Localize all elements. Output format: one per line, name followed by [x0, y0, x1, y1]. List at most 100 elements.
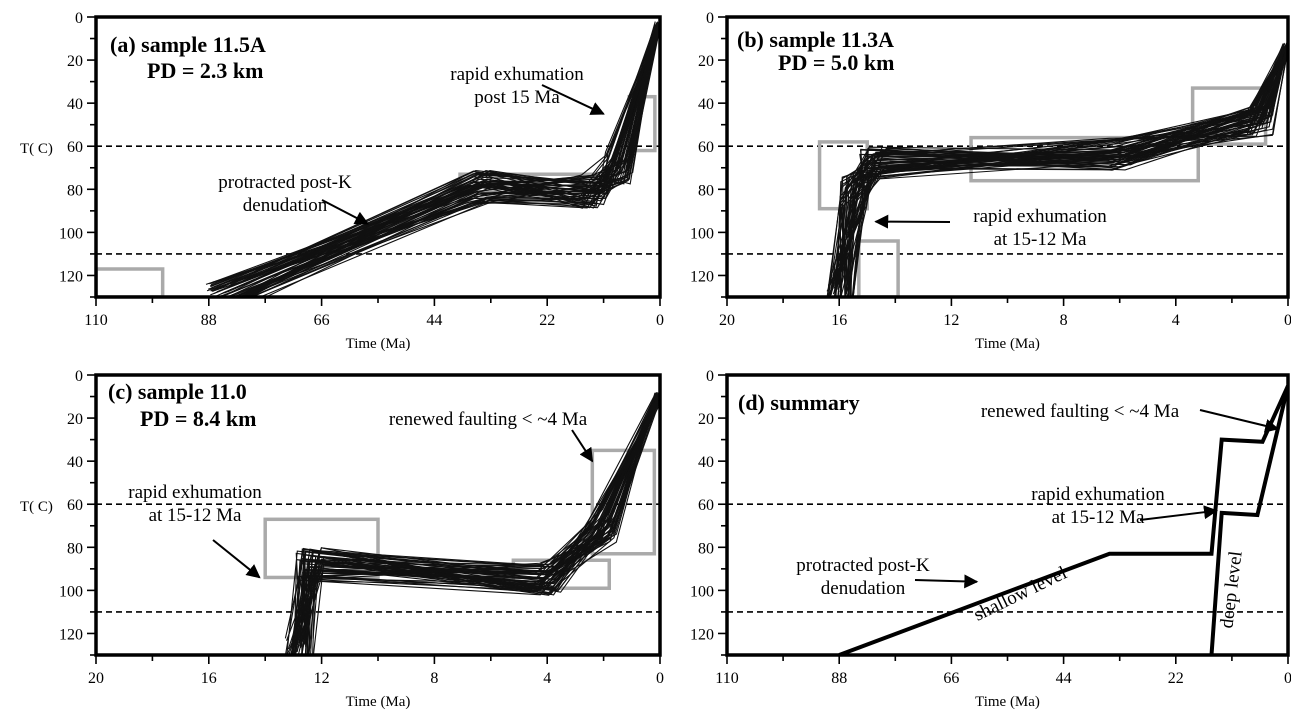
tt-path [829, 56, 1287, 295]
tt-path [216, 33, 658, 282]
tt-path [214, 26, 655, 297]
x-tick-label: 22 [1168, 670, 1184, 687]
tt-path [220, 24, 659, 283]
x-tick-label: 16 [831, 312, 847, 329]
annotation: rapid exhumation at 15-12 Ma [973, 206, 1107, 250]
tt-path [227, 27, 658, 293]
tt-path [213, 21, 659, 295]
tt-path [209, 23, 660, 285]
tt-path [214, 32, 657, 291]
x-tick-label: 0 [1284, 670, 1291, 687]
tt-path [207, 26, 659, 290]
tt-path [216, 24, 656, 287]
tt-path [291, 401, 660, 655]
annotation-arrow [571, 429, 594, 463]
tt-path [238, 27, 656, 297]
x-tick-label: 4 [543, 670, 551, 687]
x-tick-label: 12 [943, 312, 959, 329]
annotation: rapid exhumation at 15-12 Ma [128, 482, 262, 526]
y-tick-label: 80 [67, 182, 83, 199]
tt-path [210, 33, 659, 286]
panel-d: shallow level deep level 0 20 40 60 80 100 120 11… [690, 368, 1291, 710]
tt-path [222, 21, 656, 285]
tt-path [212, 22, 660, 283]
x-axis-label: Time (Ma) [975, 694, 1040, 710]
y-tick-label: 40 [67, 96, 83, 113]
y-tick-label: 80 [698, 182, 714, 199]
panel-a: 0 20 40 60 80 100 120 110 88 66 44 22 0 Time (Ma) T( C… [20, 10, 664, 352]
tt-path [834, 47, 1284, 297]
tt-path [847, 47, 1288, 297]
annotation-arrow [1199, 409, 1280, 433]
x-tick-label: 110 [715, 670, 738, 687]
y-tick-label: 100 [690, 225, 714, 242]
x-tick-label: 88 [831, 670, 847, 687]
annotation: renewed faulting < ~4 Ma [389, 409, 588, 430]
tt-path [844, 46, 1285, 297]
annotation-arrow [321, 199, 369, 225]
tt-path [852, 44, 1284, 297]
x-tick-label: 8 [1060, 312, 1068, 329]
tt-path [840, 45, 1284, 297]
tt-path [210, 22, 659, 288]
x-axis-label: Time (Ma) [346, 336, 411, 352]
tt-path [837, 43, 1285, 297]
tt-path [312, 403, 657, 655]
tt-path [839, 43, 1284, 293]
tt-path [209, 24, 657, 287]
constraint-box [96, 267, 165, 297]
x-tick-label: 16 [201, 670, 217, 687]
y-tick-label: 60 [67, 497, 83, 514]
tt-path [231, 29, 657, 287]
tt-path [210, 27, 657, 296]
y-tick-label: 80 [698, 540, 714, 557]
x-tick-label: 0 [1284, 312, 1291, 329]
tt-path [233, 30, 660, 297]
y-tick-label: 60 [67, 139, 83, 156]
tt-path [225, 29, 657, 286]
x-tick-label: 20 [88, 670, 104, 687]
tt-path [845, 46, 1286, 297]
tt-path [232, 33, 658, 297]
plot-area [727, 42, 1288, 297]
tt-path [300, 395, 655, 647]
y-tick-label: 60 [698, 139, 714, 156]
series-label: shallow level [970, 563, 1070, 626]
tt-path [206, 34, 658, 292]
annotation-arrow [914, 574, 979, 589]
tt-path [211, 25, 660, 289]
plot-area [727, 384, 1288, 655]
x-tick-label: 44 [1056, 670, 1072, 687]
panel-title: (c) sample 11.0 [108, 379, 247, 404]
y-tick-label: 0 [75, 368, 83, 385]
tt-path [225, 27, 657, 286]
annotation: protracted post-K denudation [796, 555, 930, 599]
y-tick-label: 80 [67, 540, 83, 557]
annotation: rapid exhumation post 15 Ma [450, 64, 584, 108]
tt-path [226, 34, 657, 296]
tt-path [220, 32, 657, 295]
panel-title: (b) sample 11.3A [737, 27, 894, 52]
panel-subtitle: PD = 5.0 km [778, 50, 894, 75]
y-tick-label: 100 [59, 225, 83, 242]
x-tick-label: 0 [656, 670, 664, 687]
tt-path [212, 33, 656, 293]
y-tick-label: 0 [706, 368, 714, 385]
panel-subtitle: PD = 2.3 km [147, 58, 263, 83]
tt-path [296, 397, 660, 645]
annotation-arrow [541, 84, 605, 115]
panel-title: (a) sample 11.5A [110, 32, 266, 57]
x-tick-label: 88 [201, 312, 217, 329]
y-tick-label: 100 [59, 583, 83, 600]
series-deep-level [1209, 385, 1288, 655]
tt-path [852, 49, 1288, 297]
x-tick-label: 66 [943, 670, 959, 687]
x-tick-label: 0 [656, 312, 664, 329]
tt-path [216, 26, 658, 293]
tt-path [249, 33, 660, 297]
x-tick-label: 4 [1172, 312, 1180, 329]
x-axis-label: Time (Ma) [346, 694, 411, 710]
y-tick-label: 20 [67, 411, 83, 428]
tt-path [219, 32, 657, 297]
tt-path [306, 398, 660, 655]
